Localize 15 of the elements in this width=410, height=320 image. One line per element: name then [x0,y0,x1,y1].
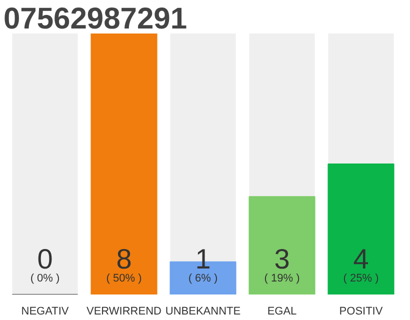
x-tick-label: POSITIV [339,306,384,318]
x-tick-label: UNBEKANNTE [165,306,241,318]
annotation: ( 0% ) [30,272,60,284]
annotation: ( 50% ) [106,272,142,284]
annotation: ( 25% ) [343,272,379,284]
chart-title: 07562987291 [4,2,188,36]
x-tick-label: NEGATIV [21,306,70,318]
x-tick-label: EGAL [267,306,297,318]
data-label: 0 [37,244,53,274]
data-label: 8 [116,244,132,274]
data-label: 4 [353,244,369,274]
annotation: ( 19% ) [264,272,300,284]
annotation: ( 6% ) [188,272,218,284]
data-label: 3 [274,244,290,274]
x-tick-label: VERWIRREND [86,306,162,318]
